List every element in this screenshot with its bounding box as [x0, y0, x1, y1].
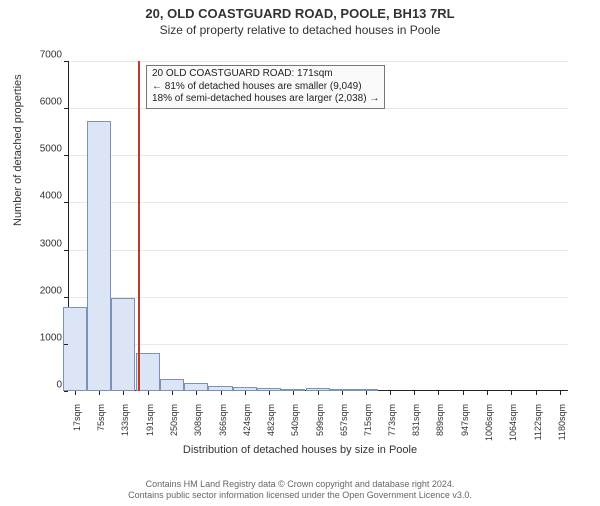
x-axis-label: Distribution of detached houses by size …	[0, 444, 600, 456]
annotation-box: 20 OLD COASTGUARD ROAD: 171sqm ← 81% of …	[146, 65, 385, 109]
ytick-mark	[64, 202, 68, 203]
xtick-mark	[148, 391, 149, 395]
histogram-bar	[87, 121, 111, 391]
reference-line	[138, 61, 140, 391]
xtick-mark	[438, 391, 439, 395]
xtick-mark	[245, 391, 246, 395]
ytick-label: 1000	[22, 332, 62, 343]
ytick-label: 5000	[22, 144, 62, 155]
xtick-mark	[123, 391, 124, 395]
xtick-mark	[221, 391, 222, 395]
xtick-mark	[560, 391, 561, 395]
footer-line-1: Contains HM Land Registry data © Crown c…	[0, 479, 600, 491]
xtick-mark	[172, 391, 173, 395]
footer-attribution: Contains HM Land Registry data © Crown c…	[0, 479, 600, 502]
xtick-mark	[366, 391, 367, 395]
xtick-mark	[196, 391, 197, 395]
xtick-mark	[463, 391, 464, 395]
ytick-label: 6000	[22, 97, 62, 108]
xtick-mark	[293, 391, 294, 395]
xtick-mark	[390, 391, 391, 395]
histogram-bar	[184, 383, 208, 391]
ytick-label: 3000	[22, 238, 62, 249]
ytick-label: 2000	[22, 285, 62, 296]
xtick-mark	[536, 391, 537, 395]
chart-title: 20, OLD COASTGUARD ROAD, POOLE, BH13 7RL	[0, 6, 600, 21]
histogram-bar	[160, 379, 184, 391]
xtick-mark	[414, 391, 415, 395]
ytick-mark	[64, 250, 68, 251]
ytick-mark	[64, 155, 68, 156]
footer-line-2: Contains public sector information licen…	[0, 490, 600, 502]
chart-subtitle: Size of property relative to detached ho…	[0, 23, 600, 37]
annotation-line-3: 18% of semi-detached houses are larger (…	[152, 93, 379, 106]
histogram-bar	[111, 298, 135, 391]
annotation-line-2: ← 81% of detached houses are smaller (9,…	[152, 81, 379, 94]
plot-border	[68, 61, 568, 391]
xtick-mark	[75, 391, 76, 395]
ytick-mark	[64, 61, 68, 62]
ytick-mark	[64, 344, 68, 345]
ytick-label: 7000	[22, 50, 62, 61]
histogram-bar	[63, 307, 87, 391]
xtick-mark	[269, 391, 270, 395]
annotation-line-1: 20 OLD COASTGUARD ROAD: 171sqm	[152, 68, 379, 81]
xtick-mark	[99, 391, 100, 395]
xtick-mark	[487, 391, 488, 395]
ytick-mark	[64, 108, 68, 109]
xtick-mark	[342, 391, 343, 395]
ytick-label: 0	[22, 380, 62, 391]
chart-plot-area: 20 OLD COASTGUARD ROAD: 171sqm ← 81% of …	[68, 61, 568, 391]
ytick-label: 4000	[22, 191, 62, 202]
ytick-mark	[64, 297, 68, 298]
xtick-mark	[511, 391, 512, 395]
xtick-mark	[318, 391, 319, 395]
ytick-mark	[64, 391, 68, 392]
